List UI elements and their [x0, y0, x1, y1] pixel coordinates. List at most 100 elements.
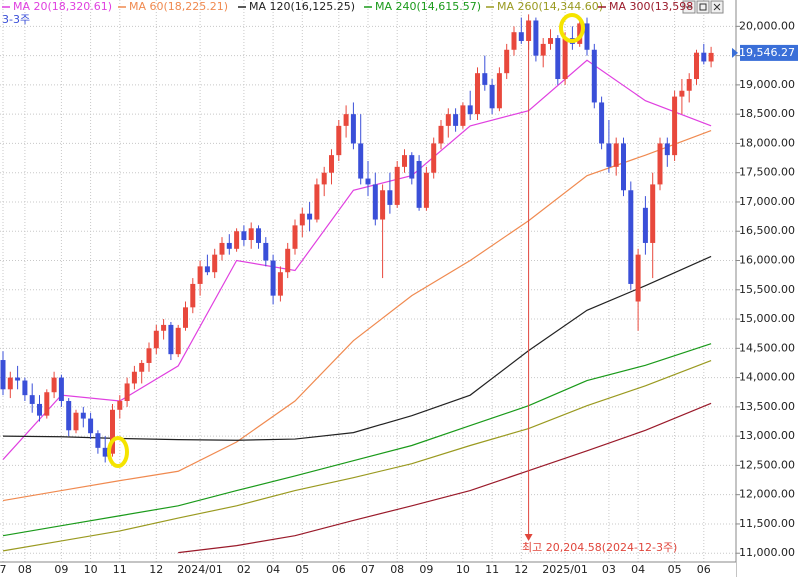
candle-body [387, 190, 393, 205]
y-tick-label: 12,000.00 [739, 488, 795, 501]
candle-body [518, 32, 524, 41]
candle-body [475, 73, 480, 115]
candle-body [321, 172, 327, 185]
candle-body [299, 213, 305, 226]
candle-body [44, 392, 50, 416]
y-tick-label: 13,500.00 [739, 400, 795, 413]
y-axis-panel [736, 0, 800, 577]
y-tick-label: 11,000.00 [739, 546, 795, 559]
x-tick-label: 07 [361, 563, 375, 576]
candle-body [124, 383, 130, 402]
y-tick-label: 13,000.00 [739, 429, 795, 442]
x-tick-label: 7 [0, 563, 7, 576]
candle-body [241, 231, 247, 241]
candle-body [343, 114, 349, 126]
x-tick-label: 06 [697, 563, 711, 576]
candle-body [635, 254, 641, 302]
candle-body [175, 327, 181, 355]
x-tick-label: 08 [390, 563, 404, 576]
candle-body [584, 23, 590, 50]
candle-body [642, 207, 648, 243]
candle-body [701, 52, 707, 62]
candle-body [380, 190, 386, 220]
candle-body [533, 20, 539, 56]
legend-label: MA 60(18,225.21) [129, 0, 228, 13]
window-buttons [682, 0, 724, 14]
candle-body [679, 90, 685, 97]
legend-label: MA 20(18,320.61) [13, 0, 112, 13]
legend-label: MA 300(13,598 [609, 0, 693, 13]
candle-body [7, 377, 13, 390]
y-tick-label: 20,000.00 [739, 19, 795, 32]
candle-body [372, 184, 378, 220]
y-tick-label: 14,500.00 [739, 341, 795, 354]
ma-line [2, 343, 712, 537]
x-tick-label: 04 [631, 563, 645, 576]
y-tick-label: 19,000.00 [739, 78, 795, 91]
x-tick-label: 10 [84, 563, 98, 576]
candle-body [58, 377, 64, 402]
candle-body [95, 433, 101, 448]
candle-body [431, 143, 437, 173]
y-tick-label: 16,000.00 [739, 254, 795, 267]
candle-body [168, 324, 174, 355]
icon [699, 3, 707, 11]
candle-body [88, 418, 94, 434]
candle-body [460, 105, 466, 126]
candle-body [51, 377, 57, 393]
ma-line [2, 129, 712, 502]
candle-body [613, 143, 619, 167]
candle-body [307, 213, 313, 220]
candle-body [489, 84, 495, 109]
legend-label: MA 240(14,615.57) [375, 0, 481, 13]
candle-body [453, 114, 459, 126]
candle-body [285, 248, 291, 273]
candle-body [365, 178, 371, 185]
y-tick-label: 17,500.00 [739, 166, 795, 179]
x-axis-panel [0, 562, 736, 577]
candle-body [190, 283, 196, 308]
candle-body [263, 242, 269, 261]
x-tick-label: 06 [332, 563, 346, 576]
candle-body [445, 114, 451, 126]
last-price-label: 19,546.27 [739, 46, 795, 59]
candle-body [402, 155, 407, 167]
x-tick-label: 09 [419, 563, 433, 576]
candle-body [336, 125, 342, 156]
candle-body [482, 73, 488, 85]
y-tick-label: 17,000.00 [739, 195, 795, 208]
x-tick-label: 2025/01 [542, 563, 588, 576]
candle-body [73, 412, 79, 431]
x-tick-label: 09 [54, 563, 68, 576]
candle-body [204, 266, 210, 273]
candle-body [350, 114, 356, 144]
candle-body [314, 184, 320, 220]
subtitle: 3-3주 [2, 13, 30, 26]
x-tick-label: 03 [602, 563, 616, 576]
x-tick-label: 12 [149, 563, 163, 576]
candle-body [708, 52, 714, 62]
candle-body [394, 166, 400, 205]
maximize-button[interactable] [696, 0, 710, 14]
candle-body [161, 324, 167, 331]
candle-body [277, 272, 283, 296]
candle-body [496, 73, 502, 109]
candle-body [686, 79, 692, 91]
candle-body [657, 143, 663, 185]
annotation: 최고 20,204.58(2024-12-3주) [522, 541, 677, 554]
y-tick-label: 18,000.00 [739, 136, 795, 149]
candle-body [219, 242, 225, 255]
last-price-box [740, 44, 798, 61]
candle-body [416, 160, 422, 208]
candle-body [591, 49, 597, 103]
candle-body [526, 20, 532, 41]
ma-line [178, 402, 712, 554]
ma-line [2, 360, 712, 552]
x-tick-label: 12 [514, 563, 528, 576]
candle-body [438, 125, 444, 144]
candle-body [504, 49, 510, 74]
candle-body [599, 102, 605, 144]
